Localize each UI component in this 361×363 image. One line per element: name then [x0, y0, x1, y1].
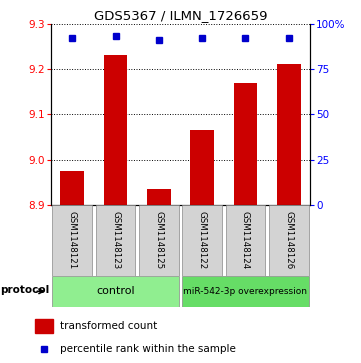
Text: GSM1148123: GSM1148123: [111, 211, 120, 270]
Bar: [52, 276, 179, 307]
Bar: [60, 171, 84, 205]
Text: GSM1148125: GSM1148125: [155, 211, 163, 270]
Text: GSM1148126: GSM1148126: [284, 211, 293, 270]
Bar: [182, 205, 222, 276]
Bar: [52, 205, 92, 276]
Bar: [277, 64, 301, 205]
Bar: [226, 205, 265, 276]
Title: GDS5367 / ILMN_1726659: GDS5367 / ILMN_1726659: [94, 9, 267, 23]
Text: GSM1148121: GSM1148121: [68, 211, 77, 270]
Text: control: control: [96, 286, 135, 296]
Text: transformed count: transformed count: [60, 321, 157, 331]
Text: miR-542-3p overexpression: miR-542-3p overexpression: [183, 287, 308, 296]
Bar: [96, 205, 135, 276]
Bar: [269, 205, 309, 276]
Bar: [139, 205, 179, 276]
Bar: [35, 319, 53, 333]
Bar: [147, 189, 171, 205]
Bar: [104, 55, 127, 205]
Text: GSM1148124: GSM1148124: [241, 211, 250, 270]
Bar: [182, 276, 309, 307]
Bar: [234, 83, 257, 205]
Bar: [190, 130, 214, 205]
Text: percentile rank within the sample: percentile rank within the sample: [60, 344, 236, 354]
Text: GSM1148122: GSM1148122: [198, 211, 206, 270]
Text: protocol: protocol: [0, 285, 49, 295]
